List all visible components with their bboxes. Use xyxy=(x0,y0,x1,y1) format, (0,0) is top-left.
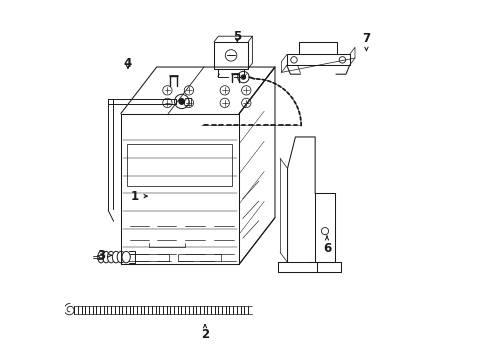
Text: 7: 7 xyxy=(362,32,370,51)
Ellipse shape xyxy=(107,251,115,263)
Bar xyxy=(127,144,231,186)
Circle shape xyxy=(179,99,184,104)
Text: 5: 5 xyxy=(233,30,241,43)
Ellipse shape xyxy=(117,251,125,263)
Ellipse shape xyxy=(102,251,109,263)
Ellipse shape xyxy=(112,251,120,263)
Text: 1: 1 xyxy=(131,190,147,203)
Text: 3: 3 xyxy=(97,249,111,262)
Text: 6: 6 xyxy=(322,236,330,255)
Text: 4: 4 xyxy=(123,57,132,70)
Ellipse shape xyxy=(98,251,104,263)
Circle shape xyxy=(241,75,245,79)
Text: 2: 2 xyxy=(201,325,209,341)
Ellipse shape xyxy=(122,251,130,263)
Bar xyxy=(126,253,169,261)
Bar xyxy=(178,253,221,261)
Bar xyxy=(214,42,247,69)
